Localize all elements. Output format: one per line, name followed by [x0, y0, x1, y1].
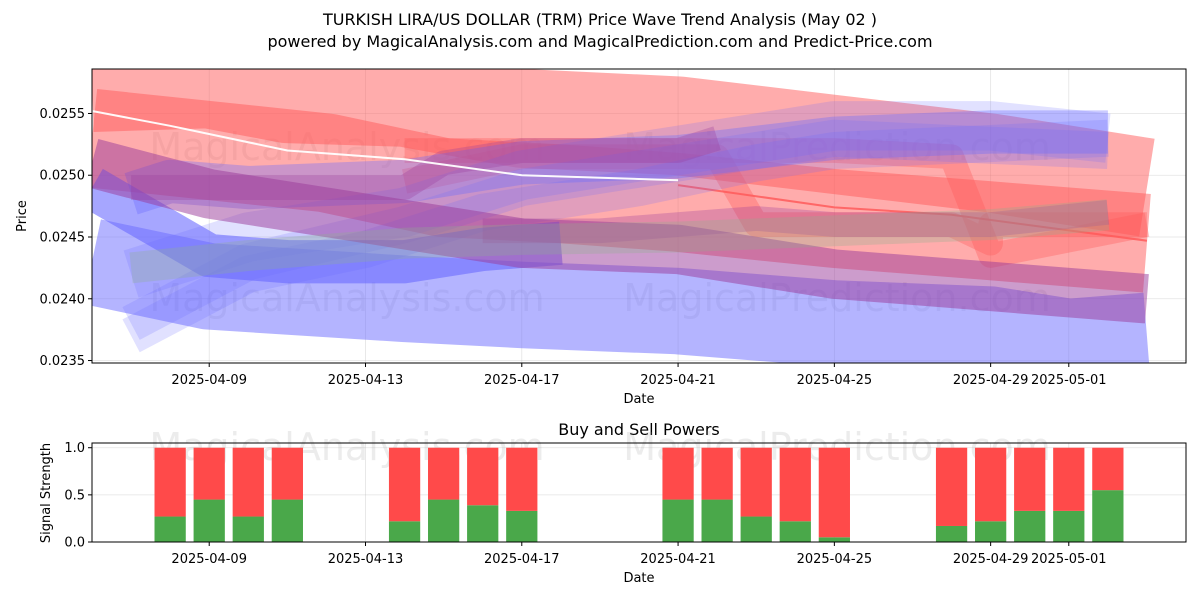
sell-bar — [232, 447, 264, 517]
buy-bar — [506, 510, 538, 542]
sell-bar — [467, 447, 499, 506]
signal-y-ticks: 0.0 0.5 1.0 — [64, 441, 92, 551]
signal-axes-frame — [91, 442, 1187, 543]
chart-subtitle: powered by MagicalAnalysis.com and Magic… — [267, 32, 932, 51]
sell-bar — [975, 447, 1007, 522]
sell-bar — [740, 447, 772, 517]
wave-band-red — [402, 144, 1147, 256]
price-y-tick-label: 0.0245 — [40, 231, 86, 246]
signal-x-tick-label: 2025-04-21 — [640, 552, 716, 567]
wave-band-green — [129, 199, 1110, 284]
buy-bar — [975, 521, 1007, 542]
price-line — [92, 110, 679, 182]
buy-bar — [1053, 510, 1085, 542]
price-x-ticks: 2025-04-09 2025-04-13 2025-04-17 2025-04-21… — [171, 363, 1107, 388]
buy-bar — [232, 516, 264, 542]
price-x-tick-label: 2025-04-09 — [171, 373, 247, 388]
price-x-tick-label: 2025-04-25 — [797, 373, 873, 388]
price-x-axis-label: Date — [623, 392, 654, 407]
price-x-tick-label: 2025-04-13 — [328, 373, 404, 388]
signal-x-axis-label: Date — [623, 571, 654, 586]
buy-bar — [154, 516, 186, 542]
price-x-tick-label: 2025-04-21 — [640, 373, 716, 388]
buy-bar — [193, 499, 225, 542]
sell-bar — [779, 447, 811, 522]
sell-bar — [388, 447, 421, 522]
wave-band-purple — [92, 139, 1149, 324]
price-y-tick-label: 0.0255 — [40, 107, 86, 122]
buy-bar — [1014, 510, 1046, 542]
price-y-axis-label: Price — [15, 200, 30, 232]
wave-band-red — [92, 69, 1155, 237]
signal-x-tick-label: 2025-04-13 — [328, 552, 404, 567]
wave-band-red — [404, 138, 1150, 268]
wave-band-blue — [122, 119, 1109, 353]
sell-bar — [701, 447, 733, 500]
price-panel: MagicalAnalysis.com MagicalPrediction.co… — [15, 68, 1187, 407]
signal-panel: Buy and Sell Powers MagicalAnalysis.com … — [39, 420, 1187, 586]
price-y-tick-label: 0.0250 — [40, 169, 86, 184]
price-y-ticks: 0.0235 0.0240 0.0245 0.0250 0.0255 — [40, 107, 92, 369]
wave-band-purple — [131, 126, 721, 200]
signal-panel-title: Buy and Sell Powers — [558, 420, 720, 439]
sell-bar — [818, 447, 850, 538]
signal-x-tick-label: 2025-04-09 — [171, 552, 247, 567]
sell-bar — [1053, 447, 1085, 511]
sell-bar — [935, 447, 968, 526]
price-x-tick-label: 2025-04-17 — [484, 373, 560, 388]
wave-band-blue — [123, 101, 1111, 298]
buy-bar — [428, 499, 460, 542]
buy-bar — [467, 505, 499, 542]
sell-bar — [193, 447, 225, 500]
wave-band-blue — [92, 219, 1150, 363]
buy-bar — [271, 499, 303, 542]
signal-y-tick-label: 0.5 — [64, 488, 85, 503]
wave-band-purple — [482, 200, 1110, 244]
buy-bar — [662, 499, 694, 542]
signal-bars — [154, 447, 1124, 542]
buy-bar — [935, 525, 968, 542]
signal-x-tick-label: 2025-04-17 — [484, 552, 560, 567]
buy-bar — [388, 521, 421, 542]
price-x-tick-label: 2025-04-29 — [953, 373, 1029, 388]
buy-bar — [818, 537, 850, 542]
wave-band-blue — [122, 119, 1109, 340]
signal-x-tick-label: 2025-04-29 — [953, 552, 1029, 567]
sell-bar — [1014, 447, 1046, 511]
signal-x-tick-label: 2025-04-25 — [797, 552, 873, 567]
price-x-tick-label: 2025-05-01 — [1031, 373, 1107, 388]
signal-x-ticks: 2025-04-09 2025-04-13 2025-04-17 2025-04-21… — [171, 542, 1107, 567]
price-y-tick-label: 0.0240 — [40, 292, 86, 307]
signal-y-tick-label: 0.0 — [64, 536, 85, 551]
sell-bar — [271, 447, 303, 500]
sell-bar — [154, 447, 186, 517]
buy-bar — [701, 499, 733, 542]
buy-bar — [779, 521, 811, 542]
wave-band-red — [92, 89, 1151, 293]
signal-y-tick-label: 1.0 — [64, 441, 85, 456]
wave-bands — [92, 69, 1155, 363]
buy-bar — [740, 516, 772, 542]
sell-bar — [662, 447, 694, 500]
signal-y-axis-label: Signal Strength — [39, 443, 54, 543]
buy-bar — [1092, 490, 1124, 542]
wave-band-red — [677, 184, 1148, 242]
sell-bar — [1092, 447, 1124, 491]
price-y-tick-label: 0.0235 — [40, 354, 86, 369]
signal-x-tick-label: 2025-05-01 — [1031, 552, 1107, 567]
sell-bar — [506, 447, 538, 511]
wave-band-group — [92, 69, 1155, 363]
chart-title: TURKISH LIRA/US DOLLAR (TRM) Price Wave … — [322, 10, 877, 29]
sell-bar — [428, 447, 460, 500]
price-axes-frame — [91, 68, 1187, 364]
